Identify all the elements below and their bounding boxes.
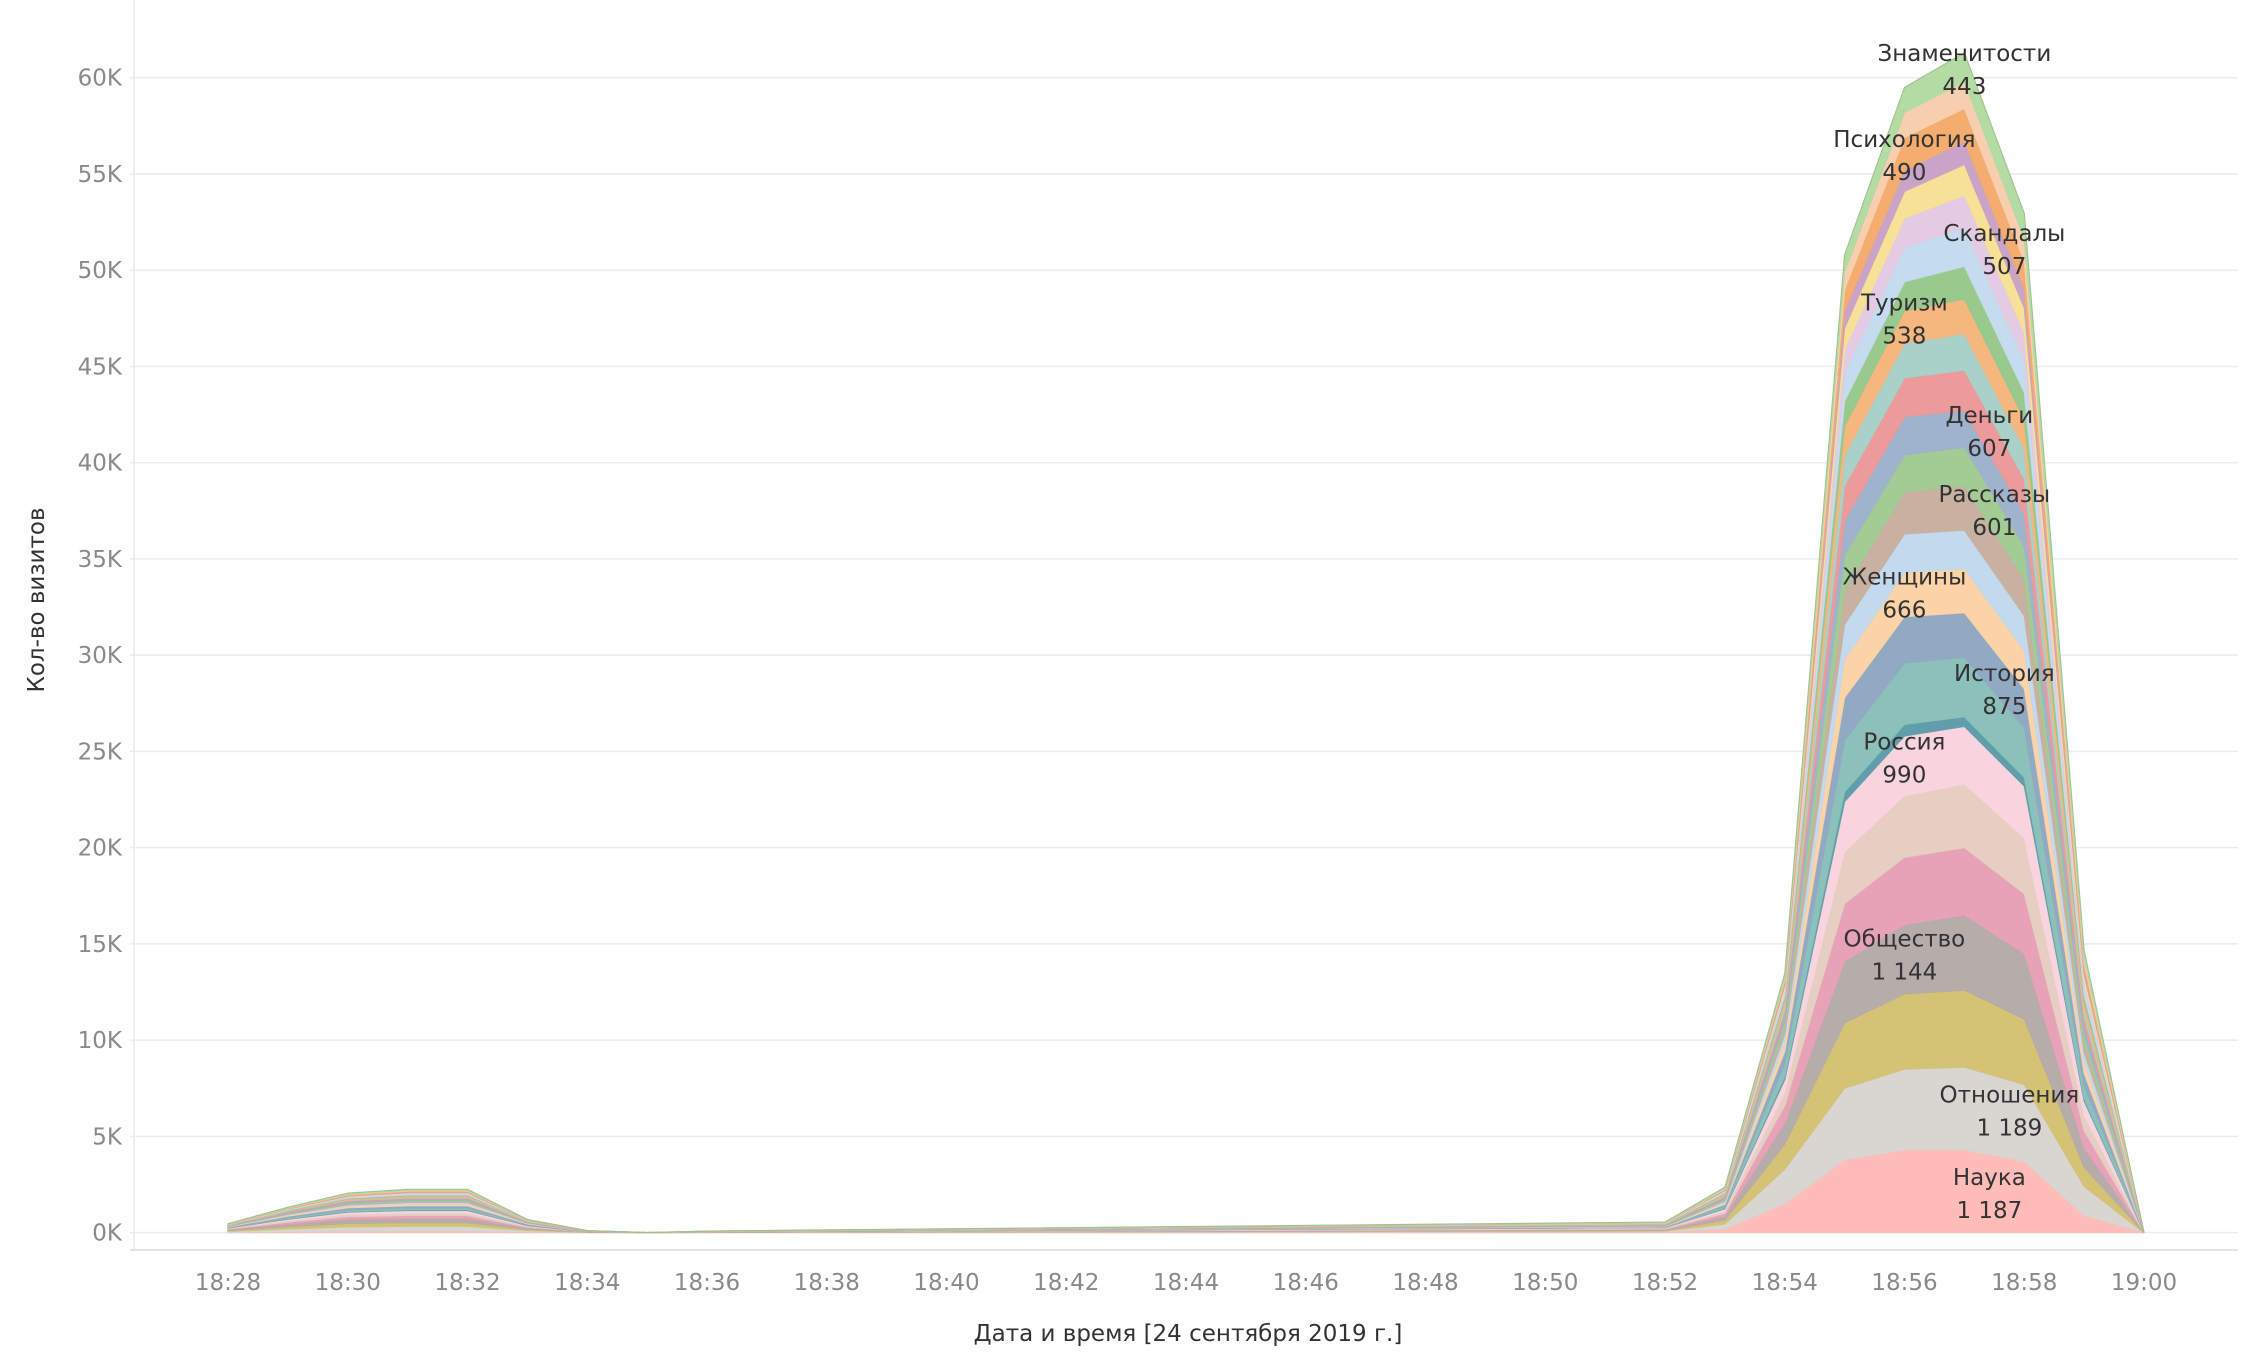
x-tick-label-7: 18:42	[1033, 1270, 1099, 1296]
x-tick-label-16: 19:00	[2111, 1270, 2177, 1296]
series-value-6: 601	[1972, 515, 2016, 541]
y-tick-label-1: 5K	[92, 1124, 123, 1150]
y-tick-label-7: 35K	[78, 547, 123, 573]
x-tick-label-3: 18:34	[554, 1270, 620, 1296]
x-tick-label-13: 18:54	[1752, 1270, 1818, 1296]
y-tick-label-3: 15K	[78, 932, 123, 958]
y-tick-label-5: 25K	[78, 739, 123, 765]
x-tick-label-14: 18:56	[1871, 1270, 1937, 1296]
series-label-2: Общество	[1843, 927, 1965, 953]
series-value-11: 443	[1942, 74, 1986, 100]
y-tick-label-11: 55K	[78, 162, 123, 188]
x-tick-label-10: 18:48	[1392, 1270, 1458, 1296]
y-tick-label-4: 20K	[78, 836, 123, 862]
y-axis-title: Кол-во визитов	[24, 507, 50, 692]
x-tick-label-0: 18:28	[195, 1270, 261, 1296]
y-tick-label-0: 0K	[92, 1221, 123, 1247]
series-label-3: Россия	[1863, 729, 1945, 755]
y-tick-label-10: 50K	[78, 258, 123, 284]
series-value-7: 607	[1967, 436, 2011, 462]
y-tick-label-6: 30K	[78, 643, 123, 669]
x-tick-label-6: 18:40	[913, 1270, 979, 1296]
series-value-1: 1 189	[1976, 1115, 2042, 1141]
series-value-8: 538	[1882, 323, 1926, 349]
series-label-4: История	[1954, 661, 2055, 687]
area-edge-25	[227, 51, 2145, 1234]
x-tick-label-4: 18:36	[674, 1270, 740, 1296]
series-label-6: Рассказы	[1939, 482, 2051, 508]
area-series-25	[227, 51, 2145, 1234]
x-tick-label-1: 18:30	[315, 1270, 381, 1296]
x-tick-label-11: 18:50	[1512, 1270, 1578, 1296]
x-tick-label-5: 18:38	[794, 1270, 860, 1296]
gridlines	[130, 0, 2238, 1251]
series-label-8: Туризм	[1860, 290, 1948, 316]
y-tick-label-9: 45K	[78, 354, 123, 380]
series-label-9: Скандалы	[1943, 221, 2065, 247]
series-label-1: Отношения	[1940, 1082, 2080, 1108]
series-value-4: 875	[1982, 694, 2026, 720]
x-tick-label-15: 18:58	[1991, 1270, 2057, 1296]
x-axis: 18:28 18:30 18:32 18:34 18:36 18:38 18:40 18:42…	[195, 1270, 2177, 1296]
series-label-10: Психология	[1833, 127, 1975, 153]
x-tick-label-2: 18:32	[434, 1270, 500, 1296]
series-value-2: 1 144	[1871, 960, 1937, 986]
series-value-0: 1 187	[1956, 1198, 2022, 1224]
x-axis-title: Дата и время [24 сентября 2019 г.]	[974, 1321, 1403, 1347]
y-tick-label-2: 10K	[78, 1028, 123, 1054]
series-value-5: 666	[1882, 598, 1926, 624]
x-tick-label-8: 18:44	[1153, 1270, 1219, 1296]
series-label-7: Деньги	[1946, 403, 2034, 429]
series-value-9: 507	[1982, 254, 2026, 280]
area-series	[227, 51, 2145, 1234]
y-tick-label-12: 60K	[78, 66, 123, 92]
series-label-5: Женщины	[1842, 565, 1966, 591]
series-labels: Наука 1 187 Отношения 1 189 Общество 1 144 Рос…	[1833, 41, 2079, 1224]
x-tick-label-12: 18:52	[1632, 1270, 1698, 1296]
series-value-3: 990	[1882, 762, 1926, 788]
series-value-10: 490	[1882, 160, 1926, 186]
series-label-0: Наука	[1953, 1165, 2026, 1191]
y-axis: 0K 5K 10K 15K 20K 25K 30K 35K 40K 45K 50K 55K 60K	[78, 66, 123, 1247]
series-label-11: Знаменитости	[1877, 41, 2051, 67]
y-tick-label-8: 40K	[78, 451, 123, 477]
x-tick-label-9: 18:46	[1273, 1270, 1339, 1296]
